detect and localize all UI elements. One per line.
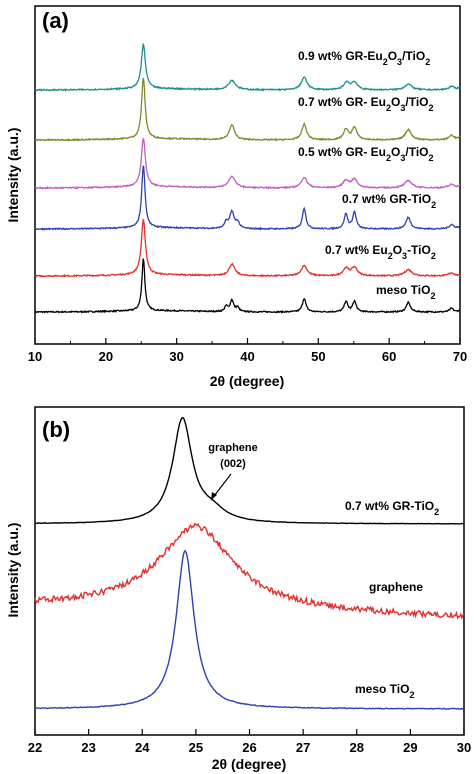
panel-b-series <box>34 417 465 710</box>
panel-a-x-ticks: 10 20 30 40 50 60 70 <box>28 338 467 364</box>
series-label: graphene <box>369 580 423 594</box>
panel-a: (a) Intensity (a.u.) 2θ (degree) 10 20 30 4… <box>5 5 467 389</box>
x-tick-label: 20 <box>99 349 113 364</box>
x-tick-label: 30 <box>169 349 183 364</box>
panel-b-x-ticks: 22 23 24 25 26 27 28 29 30 <box>28 729 471 755</box>
panel-b-ylabel: Intensity (a.u.) <box>5 523 21 618</box>
series-line <box>34 549 465 710</box>
series-label: 0.5 wt% GR- Eu2O3/TiO2 <box>298 145 434 163</box>
annotation-002: (002) <box>220 458 246 470</box>
x-tick-label: 60 <box>382 349 396 364</box>
panel-b: (b) Intensity (a.u.) 2θ (degree) 22 23 24 2… <box>5 406 471 772</box>
panel-a-label: (a) <box>42 8 69 33</box>
series-line <box>34 417 465 525</box>
series-line <box>34 42 461 92</box>
series-label: 0.7 wt% Eu2O3-TiO2 <box>325 243 436 261</box>
panel-a-xlabel: 2θ (degree) <box>210 373 284 389</box>
x-tick-label: 70 <box>453 349 467 364</box>
series-label: 0.7 wt% GR-TiO2 <box>345 499 439 517</box>
x-tick-label: 22 <box>28 740 42 755</box>
x-tick-label: 10 <box>28 349 42 364</box>
series-line <box>34 258 461 314</box>
x-tick-label: 30 <box>457 740 471 755</box>
series-line <box>34 136 461 190</box>
x-tick-label: 40 <box>240 349 254 364</box>
annotation-arrowhead <box>211 492 217 500</box>
panel-b-label: (b) <box>42 417 70 442</box>
x-tick-label: 24 <box>135 740 150 755</box>
series-line <box>34 522 465 620</box>
x-tick-label: 29 <box>403 740 417 755</box>
series-label: meso TiO2 <box>355 682 414 700</box>
x-tick-label: 27 <box>296 740 310 755</box>
panel-b-series-labels: 0.7 wt% GR-TiO2 graphene meso TiO2 <box>345 499 439 700</box>
x-tick-label: 50 <box>311 349 325 364</box>
panel-a-series <box>34 42 461 314</box>
annotation-graphene: graphene <box>208 442 258 454</box>
series-line <box>34 77 461 142</box>
x-tick-label: 23 <box>81 740 95 755</box>
series-label: meso TiO2 <box>376 283 435 301</box>
series-label: 0.7 wt% GR- Eu2O3/TiO2 <box>298 95 434 113</box>
panel-b-xlabel: 2θ (degree) <box>212 756 286 772</box>
x-tick-label: 28 <box>350 740 364 755</box>
panel-a-series-labels: 0.9 wt% GR-Eu2O3/TiO2 0.7 wt% GR- Eu2O3/… <box>298 49 436 301</box>
series-line <box>34 217 461 279</box>
series-line <box>34 165 460 231</box>
series-label: 0.9 wt% GR-Eu2O3/TiO2 <box>298 49 430 67</box>
x-tick-label: 26 <box>242 740 256 755</box>
panel-a-ylabel: Intensity (a.u.) <box>5 128 21 223</box>
x-tick-label: 25 <box>189 740 203 755</box>
series-label: 0.7 wt% GR-TiO2 <box>342 192 436 210</box>
